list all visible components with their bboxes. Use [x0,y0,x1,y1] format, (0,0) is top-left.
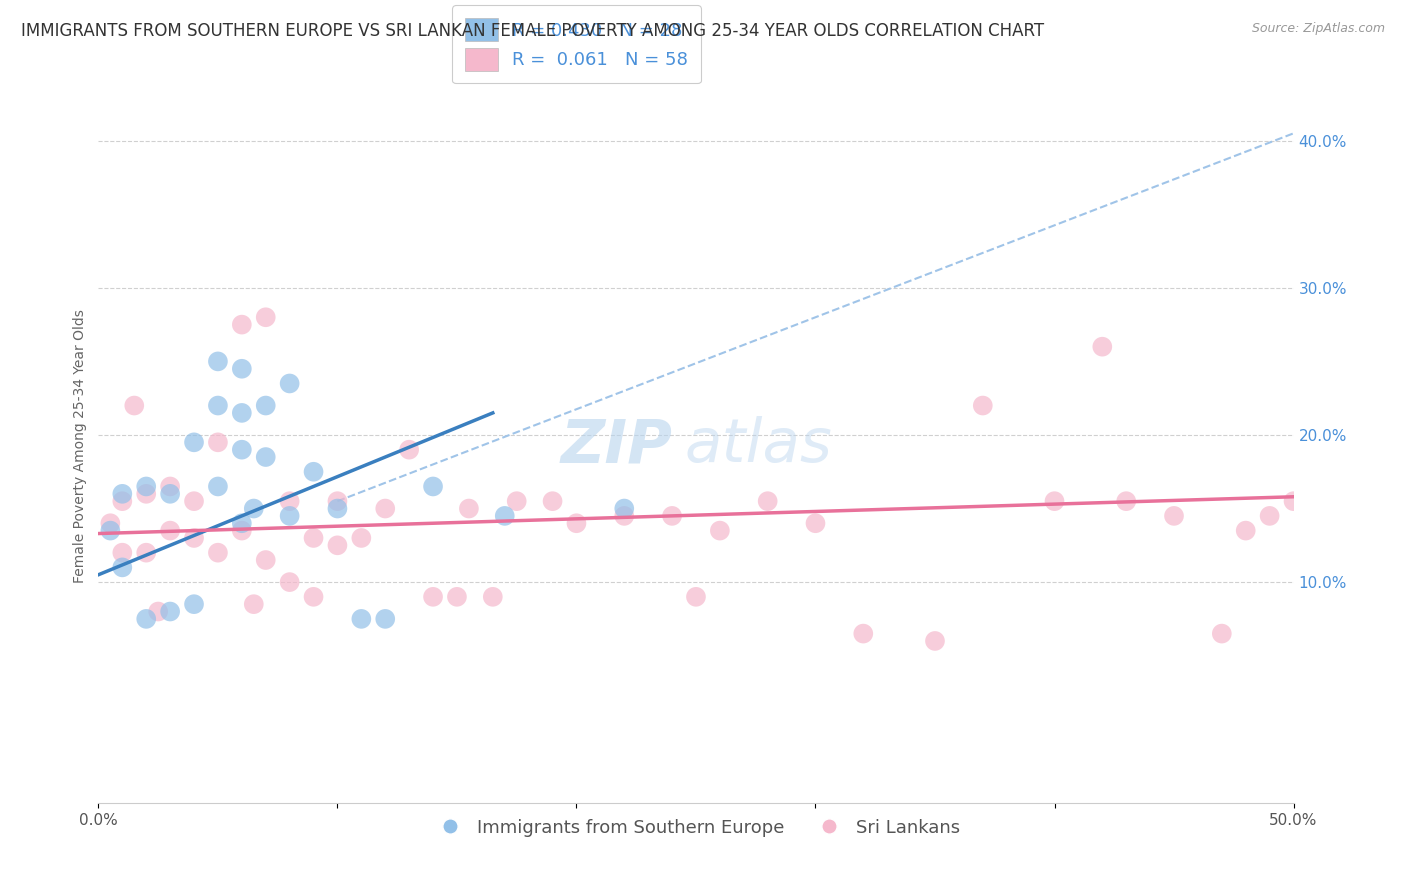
Point [243,501,266,516]
Point [148,605,170,619]
Point [254,450,277,464]
Point [458,501,481,516]
Point [374,612,396,626]
Point [231,361,253,376]
Y-axis label: Female Poverty Among 25-34 Year Olds: Female Poverty Among 25-34 Year Olds [73,309,87,583]
Point [972,399,994,413]
Point [1354,494,1376,508]
Point [1282,494,1305,508]
Point [231,442,253,457]
Point [278,575,301,590]
Point [326,501,349,516]
Point [278,508,301,523]
Point [111,546,134,560]
Point [565,516,588,531]
Point [1330,494,1353,508]
Text: Source: ZipAtlas.com: Source: ZipAtlas.com [1251,22,1385,36]
Point [243,597,266,611]
Point [111,560,134,574]
Point [804,516,827,531]
Point [541,494,564,508]
Point [326,494,349,508]
Text: IMMIGRANTS FROM SOUTHERN EUROPE VS SRI LANKAN FEMALE POVERTY AMONG 25-34 YEAR OL: IMMIGRANTS FROM SOUTHERN EUROPE VS SRI L… [21,22,1045,40]
Point [1402,494,1406,508]
Point [326,538,349,552]
Point [111,494,134,508]
Point [135,612,157,626]
Point [98,516,122,531]
Point [422,479,444,493]
Point [1378,508,1400,523]
Point [302,590,325,604]
Point [183,597,205,611]
Point [254,399,277,413]
Point [494,508,516,523]
Point [481,590,505,604]
Point [1043,494,1066,508]
Point [98,524,122,538]
Point [374,501,396,516]
Point [135,487,157,501]
Point [207,399,229,413]
Point [135,479,157,493]
Point [685,590,707,604]
Point [231,516,253,531]
Point [231,318,253,332]
Point [446,590,468,604]
Point [613,501,636,516]
Point [278,494,301,508]
Point [231,406,253,420]
Point [1234,524,1257,538]
Point [302,531,325,545]
Point [1115,494,1137,508]
Point [111,487,134,501]
Point [613,508,636,523]
Point [159,605,181,619]
Point [422,590,444,604]
Point [254,310,277,325]
Point [159,487,181,501]
Legend: Immigrants from Southern Europe, Sri Lankans: Immigrants from Southern Europe, Sri Lan… [425,812,967,844]
Point [135,546,157,560]
Point [183,435,205,450]
Point [159,524,181,538]
Point [1163,508,1185,523]
Point [207,479,229,493]
Point [207,435,229,450]
Point [159,479,181,493]
Point [506,494,529,508]
Point [1306,501,1329,516]
Point [183,494,205,508]
Point [254,553,277,567]
Point [398,442,420,457]
Point [661,508,683,523]
Point [231,524,253,538]
Text: atlas: atlas [685,417,832,475]
Point [1091,340,1114,354]
Point [350,612,373,626]
Point [207,354,229,368]
Point [183,531,205,545]
Point [278,376,301,391]
Point [924,634,946,648]
Point [852,626,875,640]
Text: ZIP: ZIP [560,417,672,475]
Point [302,465,325,479]
Point [207,546,229,560]
Point [756,494,779,508]
Point [1258,508,1281,523]
Point [1211,626,1233,640]
Point [709,524,731,538]
Point [124,399,146,413]
Point [350,531,373,545]
